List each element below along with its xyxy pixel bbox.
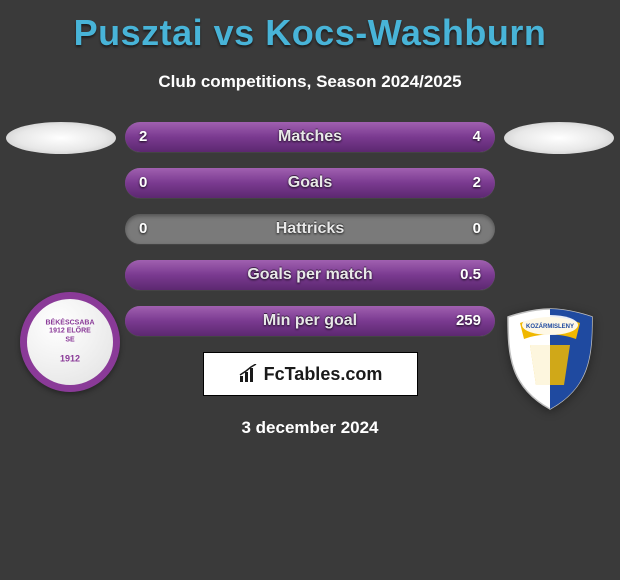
branding-box[interactable]: FcTables.com — [203, 352, 418, 396]
stat-label: Matches — [125, 122, 495, 152]
stats-area: Matches24Goals02Hattricks00Goals per mat… — [0, 122, 620, 336]
stat-value-right: 2 — [473, 168, 481, 198]
crest-left: BÉKÉSCSABA 1912 ELŐRE SE 1912 — [20, 292, 120, 392]
stat-value-left: 2 — [139, 122, 147, 152]
stat-row-min-per-goal: Min per goal259 — [125, 306, 495, 336]
crest-left-line3: 1912 — [60, 353, 80, 363]
stat-rows: Matches24Goals02Hattricks00Goals per mat… — [125, 122, 495, 336]
stat-row-matches: Matches2 4 — [125, 122, 495, 152]
crest-right-label: KOZÁRMISLENY — [526, 323, 574, 330]
stat-value-left: 0 — [139, 214, 147, 244]
stat-row-hattricks: Hattricks0 0 — [125, 214, 495, 244]
page-title: Pusztai vs Kocs-Washburn — [0, 0, 620, 54]
crest-left-line2: 1912 ELŐRE SE — [49, 328, 91, 343]
crest-left-text: BÉKÉSCSABA 1912 ELŐRE SE 1912 — [45, 320, 94, 365]
stat-value-right: 0 — [473, 214, 481, 244]
stat-value-right: 0.5 — [460, 260, 481, 290]
stat-row-goals: Goals0 2 — [125, 168, 495, 198]
stat-value-left: 0 — [139, 168, 147, 198]
stat-label: Min per goal — [125, 306, 495, 336]
date-text: 3 december 2024 — [0, 418, 620, 438]
crest-right: KOZÁRMISLENY — [500, 305, 600, 405]
stat-value-right: 4 — [473, 122, 481, 152]
stat-value-right: 259 — [456, 306, 481, 336]
player-head-right — [504, 122, 614, 154]
subtitle: Club competitions, Season 2024/2025 — [0, 72, 620, 92]
crest-left-badge: BÉKÉSCSABA 1912 ELŐRE SE 1912 — [20, 292, 120, 392]
crest-right-badge: KOZÁRMISLENY — [500, 305, 600, 413]
stat-label: Hattricks — [125, 214, 495, 244]
player-head-left — [6, 122, 116, 154]
branding-text: FcTables.com — [264, 364, 383, 385]
stat-label: Goals per match — [125, 260, 495, 290]
stat-row-goals-per-match: Goals per match0.5 — [125, 260, 495, 290]
bar-chart-icon — [238, 364, 260, 384]
crest-left-line1: BÉKÉSCSABA — [45, 320, 94, 327]
stat-label: Goals — [125, 168, 495, 198]
